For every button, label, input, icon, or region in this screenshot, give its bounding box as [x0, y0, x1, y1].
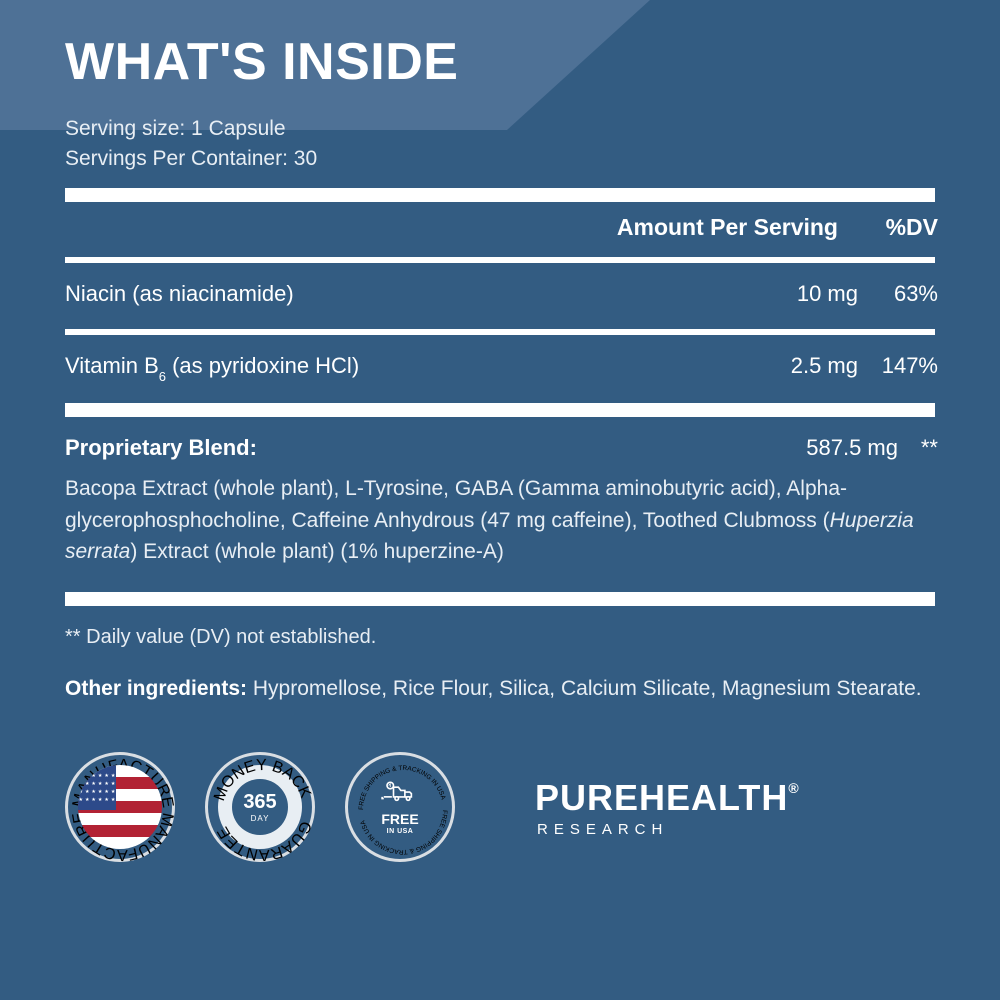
money-back-guarantee-badge: MONEY BACK GUARANTEE 365 DAY	[205, 752, 315, 862]
svg-text:FREE SHIPPING & TRACKING IN US: FREE SHIPPING & TRACKING IN USA	[359, 810, 448, 855]
nutrient-row-niacin: Niacin (as niacinamide) 10 mg 63%	[65, 269, 938, 319]
divider-5	[65, 592, 935, 606]
blend-ingredients-text: Bacopa Extract (whole plant), L-Tyrosine…	[65, 467, 935, 582]
table-header: Amount Per Serving %DV	[65, 208, 938, 247]
dv-footnote: ** Daily value (DV) not established.	[65, 612, 938, 657]
blend-row: Proprietary Blend: 587.5 mg **	[65, 423, 938, 467]
divider-3	[65, 329, 935, 335]
usa-flag-icon: ★ ★ ★ ★ ★ ★ ★ ★ ★ ★ ★ ★ ★ ★ ★ ★ ★ ★ ★ ★ ★ ★ ★ ★	[78, 765, 162, 849]
other-ingredients-text: Other ingredients: Hypromellose, Rice Fl…	[65, 657, 935, 705]
svg-text:FREE SHIPPING & TRACKING IN US: FREE SHIPPING & TRACKING IN USA	[358, 765, 447, 810]
serving-size-info: Serving size: 1 Capsule Servings Per Con…	[65, 114, 938, 174]
page-title: WHAT'S INSIDE	[65, 32, 938, 92]
svg-text:GUARANTEE: GUARANTEE	[215, 819, 315, 864]
divider-2	[65, 257, 935, 263]
svg-text:MONEY BACK: MONEY BACK	[211, 757, 314, 803]
supplement-facts-panel: WHAT'S INSIDE Serving size: 1 Capsule Se…	[0, 0, 1000, 1000]
divider-4	[65, 403, 935, 417]
brand-logo: PUREHEALTH ® RESEARCH	[535, 777, 800, 838]
usa-badge: MANUFACTURED IN THE USA MANUFACTURED IN …	[65, 752, 175, 862]
divider-1	[65, 188, 935, 202]
badges-row: MANUFACTURED IN THE USA MANUFACTURED IN …	[65, 704, 938, 882]
free-shipping-badge: FREE SHIPPING & TRACKING IN USA FREE SHI…	[345, 752, 455, 862]
nutrient-row-b6: Vitamin B6 (as pyridoxine HCl) 2.5 mg 14…	[65, 341, 938, 393]
